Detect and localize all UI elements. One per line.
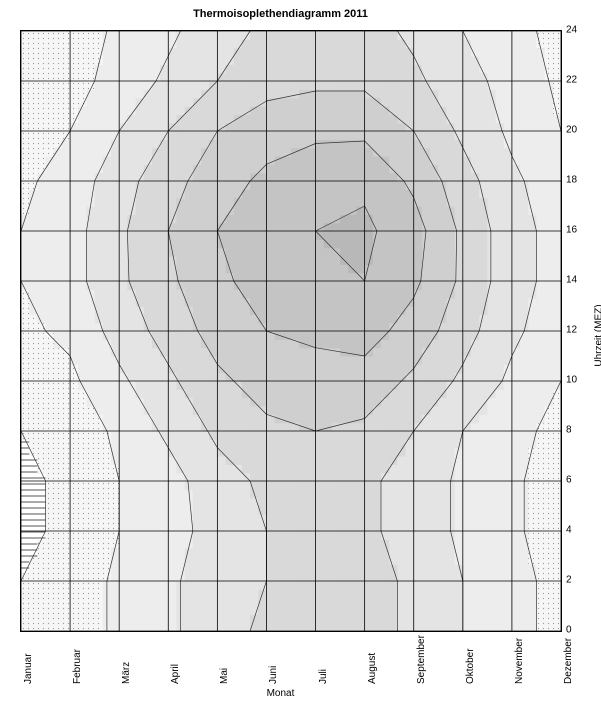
y-tick-label: 6	[566, 475, 572, 486]
y-tick-label: 22	[566, 75, 577, 86]
y-tick-label: 20	[566, 125, 577, 136]
y-tick-label: 18	[566, 175, 577, 186]
x-tick-label: Februar	[72, 649, 83, 684]
x-tick-label: September	[416, 635, 427, 684]
x-tick-label: Januar	[23, 653, 34, 684]
y-tick-label: 8	[566, 425, 572, 436]
y-tick-label: 14	[566, 275, 577, 286]
y-axis-label: Uhrzeit (MEZ)	[594, 304, 601, 366]
chart-container: Thermoisoplethendiagramm 2011 0246810121…	[0, 0, 601, 704]
y-tick-label: 24	[566, 25, 577, 36]
y-tick-label: 16	[566, 225, 577, 236]
plot-area	[20, 30, 562, 632]
x-tick-label: November	[514, 638, 525, 684]
x-tick-label: März	[121, 662, 132, 684]
x-axis-label: Monat	[0, 688, 561, 699]
chart-title: Thermoisoplethendiagramm 2011	[0, 8, 561, 20]
x-tick-label: Mai	[219, 668, 230, 684]
contour-svg	[21, 31, 561, 631]
y-tick-label: 2	[566, 575, 572, 586]
x-tick-label: Dezember	[563, 638, 574, 684]
y-tick-label: 4	[566, 525, 572, 536]
y-tick-label: 10	[566, 375, 577, 386]
x-tick-label: Juni	[268, 666, 279, 684]
y-tick-label: 12	[566, 325, 577, 336]
x-tick-label: April	[170, 664, 181, 684]
x-tick-label: August	[367, 653, 378, 684]
x-tick-label: Oktober	[465, 648, 476, 684]
x-tick-label: Juli	[318, 669, 329, 684]
y-tick-label: 0	[566, 625, 572, 636]
